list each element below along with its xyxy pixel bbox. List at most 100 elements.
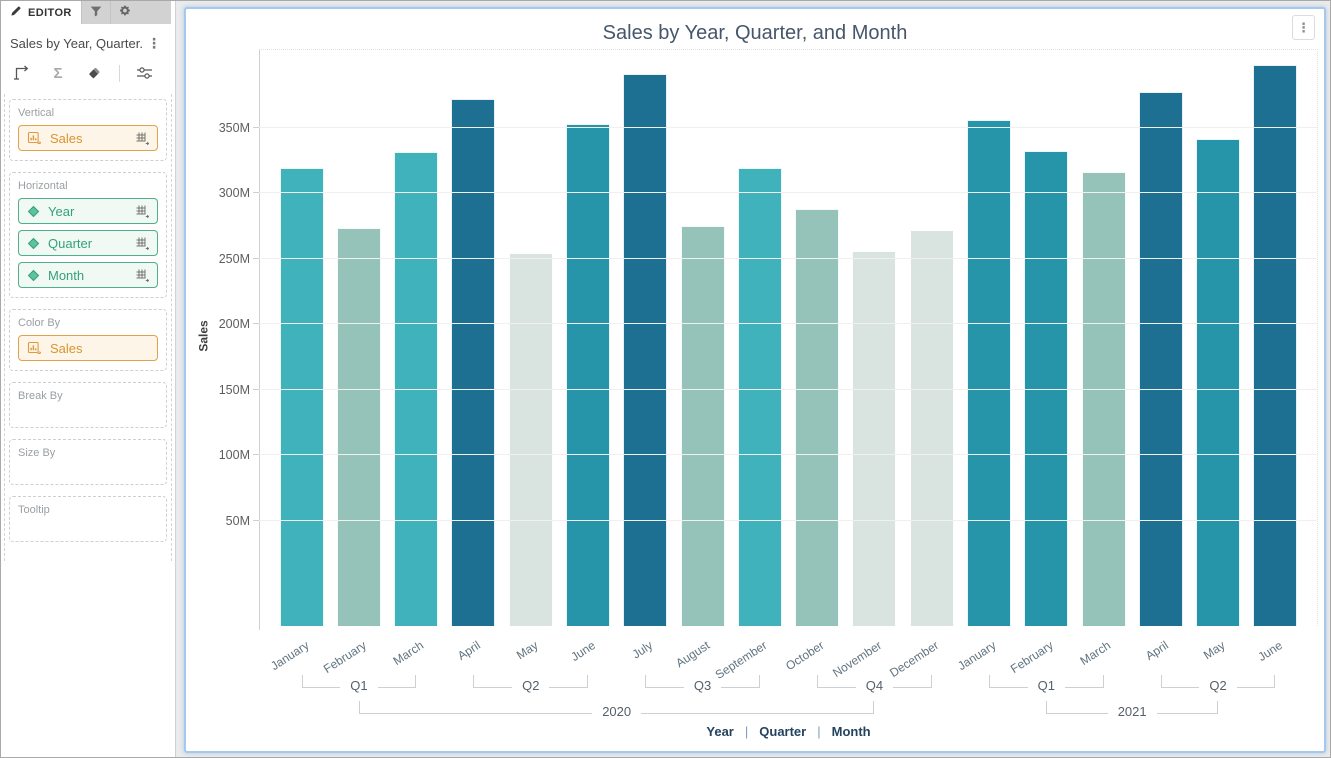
chart-widget: Sales by Year, Quarter, and Month ⋮ Sale… (184, 7, 1326, 753)
x-label-february-2021: February (1008, 638, 1057, 677)
field-pill-quarter-horizontal[interactable]: Quarter (18, 230, 158, 256)
x-label-january-2021: January (955, 638, 999, 674)
field-pill-sales-color-by[interactable]: Sales (18, 335, 158, 361)
pencil-icon (10, 5, 22, 20)
x-label-august-2020: August (673, 638, 713, 671)
legend-level-quarter[interactable]: Quarter (759, 724, 807, 739)
bar-august-2020[interactable] (680, 226, 725, 626)
bracket-line (1156, 712, 1218, 714)
bracket-tick (1102, 675, 1104, 688)
legend-level-month[interactable]: Month (831, 724, 871, 739)
sigma-icon[interactable]: Σ (53, 64, 63, 82)
bracket-tick (473, 675, 475, 688)
grid-icon[interactable] (135, 131, 149, 145)
bar-june-2020[interactable] (566, 124, 611, 626)
bracket-label: Q2 (1209, 677, 1227, 693)
x-label-june-2021: June (1255, 638, 1286, 665)
section-tooltip[interactable]: Tooltip (9, 496, 167, 542)
section-label: Color By (18, 317, 61, 329)
gridline (259, 257, 1317, 259)
x-label-march-2020: March (390, 638, 427, 669)
y-tick-mark (253, 126, 259, 128)
sliders-icon[interactable] (135, 64, 153, 82)
year-bracket-2020: 2020 (358, 701, 875, 725)
bracket-tick (817, 675, 819, 688)
bar-january-2021[interactable] (966, 120, 1011, 626)
tab-settings[interactable] (109, 1, 139, 24)
section-label: Horizontal (18, 180, 68, 192)
bracket-line (302, 686, 341, 688)
field-label: Quarter (48, 235, 93, 251)
bar-july-2020[interactable] (623, 74, 668, 626)
bracket-line (646, 686, 684, 688)
bracket-label: Q3 (693, 677, 712, 693)
y-tick-mark (253, 323, 259, 324)
gridline (259, 519, 1317, 521)
bracket-tick (1274, 675, 1276, 688)
bar-may-2021[interactable] (1196, 139, 1241, 626)
bracket-label: Q1 (1037, 677, 1055, 693)
bracket-line (641, 712, 874, 714)
bracket-line (377, 686, 416, 688)
bracket-tick (358, 701, 360, 714)
bar-chart-icon (27, 131, 42, 145)
field-sections: Vertical Sales Horizontal Year Quarter Month C… (4, 94, 172, 561)
bar-january-2020[interactable] (279, 168, 324, 626)
tab-filter[interactable] (80, 1, 110, 24)
bar-april-2020[interactable] (451, 99, 496, 626)
bar-october-2020[interactable] (795, 209, 840, 626)
bars-layer (273, 50, 1304, 626)
section-break-by[interactable]: Break By (9, 382, 167, 428)
bracket-tick (1160, 675, 1162, 688)
section-label: Tooltip (18, 504, 50, 516)
grid-icon[interactable] (135, 236, 149, 250)
bracket-line (359, 712, 593, 714)
widget-kebab-menu[interactable]: ⋮ (1292, 15, 1315, 40)
section-size-by[interactable]: Size By (9, 439, 167, 485)
quarter-bracket-1-q2: Q2 (473, 675, 589, 699)
quarter-bracket-2-q3: Q3 (645, 675, 760, 699)
bracket-line (1236, 686, 1275, 688)
tab-editor[interactable]: EDITOR (1, 1, 81, 24)
year-axis-row: 2020 2021 (273, 701, 1304, 725)
legend-separator: | (817, 724, 821, 739)
x-label-november-2020: November (830, 638, 885, 681)
y-tick-label: 300M (218, 186, 250, 200)
month-axis-labels: January February March April May June July Augu… (268, 629, 1304, 682)
filter-icon (90, 4, 102, 22)
eraser-icon[interactable] (86, 64, 104, 82)
y-tick-label: 250M (218, 251, 250, 266)
bar-may-2020[interactable] (508, 253, 553, 626)
bracket-line (721, 686, 759, 688)
section-vertical: Vertical Sales (9, 99, 167, 161)
y-tick-mark (253, 257, 259, 259)
bar-september-2020[interactable] (737, 168, 782, 626)
field-label: Sales (50, 130, 83, 146)
bracket-label: Q4 (865, 677, 884, 693)
sidebar-kebab-menu[interactable]: ⋮ (147, 35, 161, 51)
grid-icon[interactable] (135, 268, 149, 282)
bracket-label: 2020 (602, 703, 632, 719)
quarter-bracket-3-q4: Q4 (817, 675, 932, 699)
gridline (259, 192, 1317, 193)
swap-axes-icon[interactable] (12, 64, 30, 82)
bar-june-2021[interactable] (1253, 65, 1298, 626)
bar-march-2021[interactable] (1081, 172, 1126, 626)
field-pill-sales-vertical[interactable]: Sales (18, 125, 158, 151)
x-label-march-2021: March (1077, 638, 1114, 669)
x-label-april-2021: April (1142, 638, 1171, 663)
bracket-line (818, 686, 856, 688)
bar-november-2020[interactable] (852, 251, 897, 626)
bar-chart-icon (27, 341, 42, 355)
grid-icon[interactable] (135, 204, 149, 218)
sidebar-tabbar: EDITOR (1, 1, 171, 24)
bar-april-2021[interactable] (1138, 92, 1183, 626)
field-pill-year-horizontal[interactable]: Year (18, 198, 158, 224)
bar-december-2020[interactable] (909, 230, 954, 626)
bar-february-2020[interactable] (336, 228, 381, 626)
bracket-tick (587, 675, 589, 688)
legend-level-year[interactable]: Year (706, 724, 734, 739)
x-label-december-2020: December (887, 638, 942, 681)
field-pill-month-horizontal[interactable]: Month (18, 262, 158, 288)
